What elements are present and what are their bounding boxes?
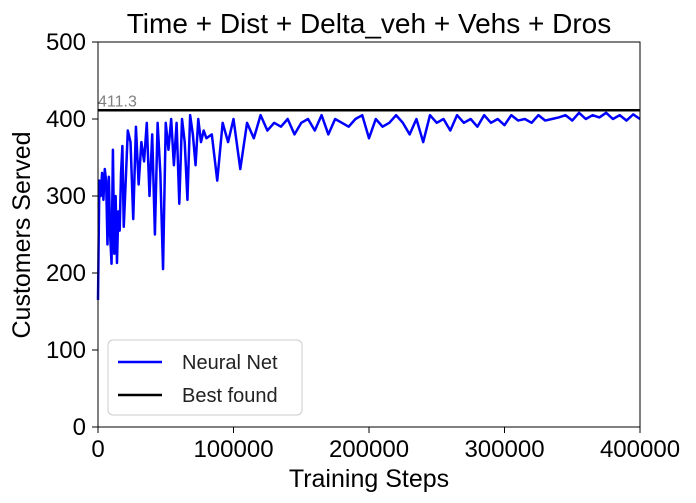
legend: Neural Net Best found bbox=[107, 339, 303, 416]
best-found-annotation: 411.3 bbox=[98, 93, 137, 110]
x-tick-label: 400000 bbox=[600, 436, 680, 463]
x-tick-label: 0 bbox=[91, 436, 104, 463]
y-axis-ticks: 0 100 200 300 400 500 bbox=[46, 29, 98, 441]
x-axis-label: Training Steps bbox=[289, 465, 449, 493]
x-tick-label: 300000 bbox=[464, 436, 544, 463]
y-tick-label: 100 bbox=[46, 337, 86, 364]
y-tick-label: 0 bbox=[73, 414, 86, 441]
x-tick-label: 200000 bbox=[329, 436, 409, 463]
y-axis-label: Customers Served bbox=[8, 131, 36, 338]
series-layer bbox=[96, 109, 641, 300]
series-neural-net-line bbox=[96, 111, 641, 300]
y-tick-label: 400 bbox=[46, 106, 86, 133]
y-tick-label: 300 bbox=[46, 183, 86, 210]
legend-label-neural-net: Neural Net bbox=[182, 352, 278, 374]
y-tick-label: 500 bbox=[46, 29, 86, 56]
legend-label-best-found: Best found bbox=[182, 385, 278, 407]
x-axis-ticks: 0 100000 200000 300000 400000 bbox=[91, 427, 680, 463]
chart-title: Time + Dist + Delta_veh + Vehs + Dros bbox=[127, 8, 612, 39]
x-tick-label: 100000 bbox=[193, 436, 273, 463]
y-tick-label: 200 bbox=[46, 260, 86, 287]
